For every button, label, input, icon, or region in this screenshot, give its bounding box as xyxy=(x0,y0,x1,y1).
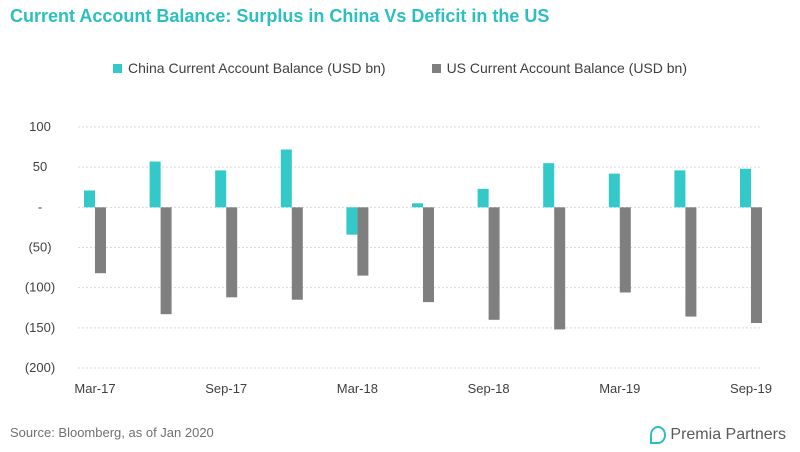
chart-title: Current Account Balance: Surplus in Chin… xyxy=(10,6,550,26)
legend-item-us: US Current Account Balance (USD bn) xyxy=(431,60,688,76)
bar-us xyxy=(160,207,172,315)
x-tick-label: Sep-18 xyxy=(468,381,510,396)
bar-china xyxy=(740,168,751,208)
logo-text: Premia Partners xyxy=(670,426,786,443)
source-note: Source: Bloomberg, as of Jan 2020 xyxy=(10,425,214,440)
legend-label-us: US Current Account Balance (USD bn) xyxy=(446,60,688,76)
legend-label-china: China Current Account Balance (USD bn) xyxy=(127,60,386,76)
bar-china xyxy=(608,173,620,208)
bar-china xyxy=(346,207,358,235)
x-tick-label: Sep-19 xyxy=(730,381,772,396)
bar-china xyxy=(412,203,423,208)
legend-item-china: China Current Account Balance (USD bn) xyxy=(112,60,386,76)
x-tick-label: Mar-17 xyxy=(74,381,115,396)
x-tick-label: Sep-17 xyxy=(205,381,247,396)
bar-china xyxy=(543,163,555,208)
x-tick-label: Mar-18 xyxy=(337,381,378,396)
legend-swatch-us xyxy=(431,63,441,73)
logo: Premia Partners xyxy=(650,426,786,444)
bar-us xyxy=(685,207,697,317)
bar-us xyxy=(751,207,762,324)
bar-china xyxy=(215,170,227,208)
y-tick-label: - xyxy=(38,199,42,214)
premia-logo-icon xyxy=(650,426,667,444)
legend-swatch-china xyxy=(112,63,122,73)
bar-us xyxy=(226,207,238,298)
x-tick-label: Mar-19 xyxy=(599,381,640,396)
bar-china xyxy=(674,170,686,208)
bar-us xyxy=(488,207,500,320)
bar-china xyxy=(280,149,292,208)
bar-us xyxy=(554,207,566,330)
bar-us xyxy=(357,207,369,276)
bar-china xyxy=(477,188,489,208)
y-tick-label: (100) xyxy=(25,280,55,295)
y-tick-label: (200) xyxy=(25,360,55,375)
legend: China Current Account Balance (USD bn) U… xyxy=(0,60,800,76)
y-tick-label: (50) xyxy=(28,240,51,255)
y-tick-label: (150) xyxy=(25,320,55,335)
bar-us xyxy=(291,207,303,300)
bar-us xyxy=(423,207,434,303)
bar-china xyxy=(84,190,95,208)
bar-china xyxy=(149,161,161,208)
bar-us xyxy=(95,207,106,274)
bar-us xyxy=(619,207,631,293)
y-tick-label: 50 xyxy=(33,159,47,174)
y-tick-label: 100 xyxy=(29,119,51,134)
